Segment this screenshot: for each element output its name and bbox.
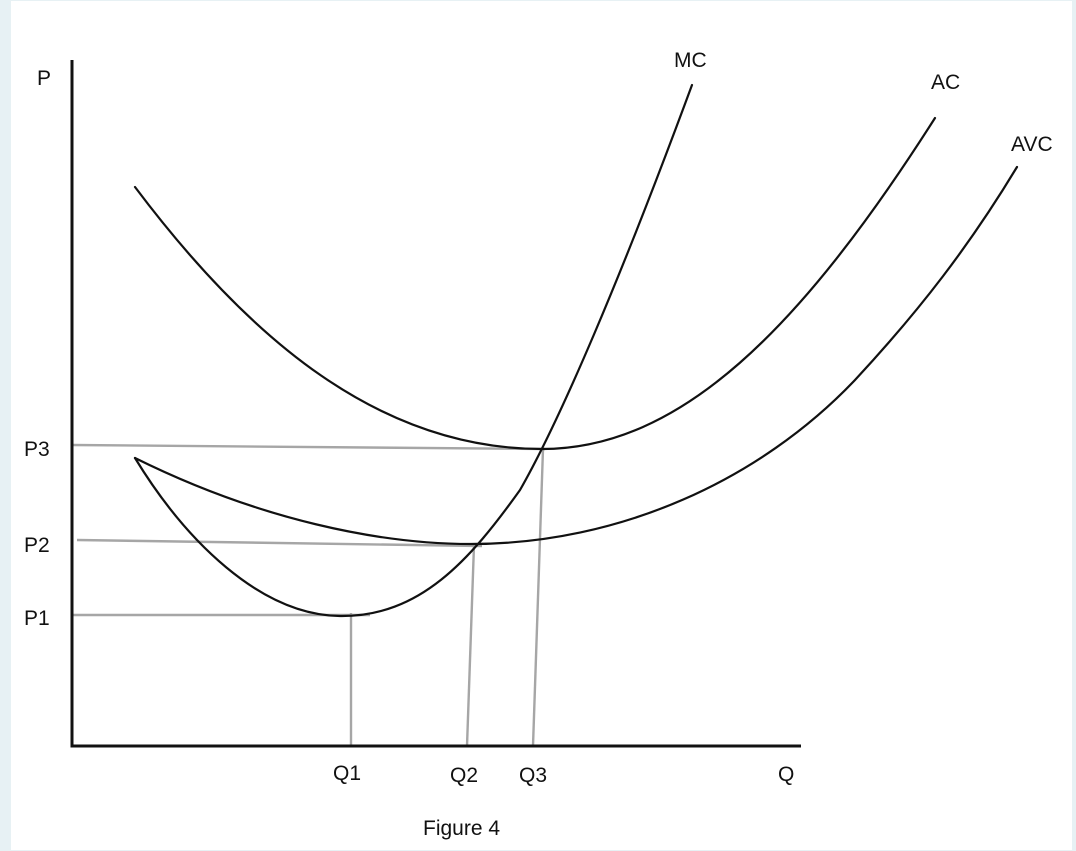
- avc-curve: [133, 165, 1019, 546]
- q3-label: Q3: [519, 764, 547, 787]
- p2-label: P2: [24, 534, 50, 557]
- axes: [70, 60, 801, 748]
- figure-caption: Figure 4: [423, 817, 500, 840]
- q2-guide-line: [465, 544, 476, 747]
- mc-curve: [133, 83, 694, 618]
- ac-curve: [133, 116, 937, 451]
- ac-label: AC: [931, 71, 960, 94]
- figure-panel: P Q P3 P2 P1 Q1 Q2 Q3 MC AC AVC Figure 4: [11, 1, 1072, 850]
- p2-guide-line: [76, 538, 483, 548]
- y-axis-label: P: [37, 67, 51, 90]
- mc-label: MC: [674, 49, 707, 72]
- p3-label: P3: [24, 438, 50, 461]
- cost-curves-diagram: P Q P3 P2 P1 Q1 Q2 Q3 MC AC AVC Figure 4: [24, 49, 1053, 840]
- x-axis-label: Q: [778, 763, 794, 786]
- avc-label: AVC: [1011, 133, 1053, 156]
- p1-label: P1: [24, 607, 50, 630]
- q1-label: Q1: [333, 762, 361, 785]
- q3-guide-line: [531, 448, 545, 747]
- q2-label: Q2: [450, 764, 478, 787]
- p3-guide-line: [71, 443, 546, 451]
